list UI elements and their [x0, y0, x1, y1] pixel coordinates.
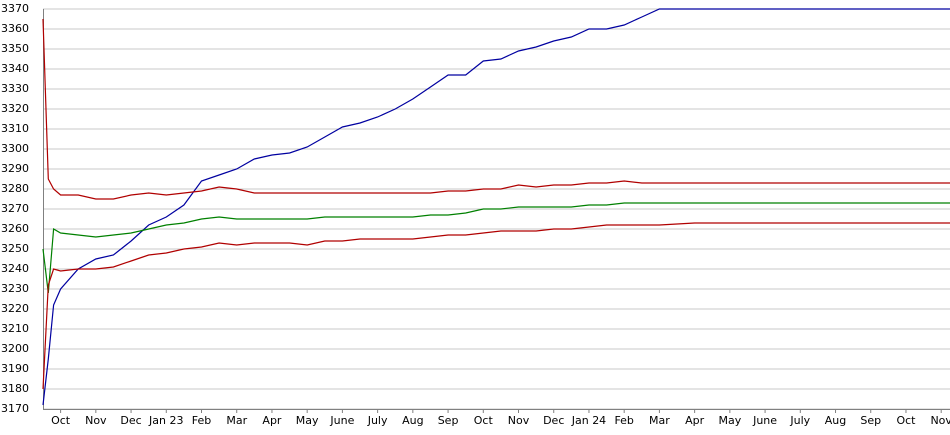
x-tick-label: May — [296, 414, 319, 427]
x-tick-label: Nov — [930, 414, 950, 427]
series-line — [42, 18, 950, 200]
x-tick-label: Oct — [51, 414, 71, 427]
y-tick-label: 3180 — [1, 382, 29, 395]
y-tick-label: 3370 — [1, 2, 29, 15]
x-tick-label: Jan 23 — [148, 414, 183, 427]
y-tick-label: 3350 — [1, 42, 29, 55]
x-tick-label: Oct — [474, 414, 494, 427]
x-tick-label: Dec — [543, 414, 564, 427]
x-tick-label: Apr — [685, 414, 705, 427]
x-tick-label: Sep — [860, 414, 881, 427]
y-tick-label: 3280 — [1, 182, 29, 195]
y-tick-label: 3190 — [1, 362, 29, 375]
x-tick-label: Feb — [614, 414, 633, 427]
x-tick-label: Nov — [508, 414, 530, 427]
x-tick-label: June — [752, 414, 777, 427]
y-tick-label: 3310 — [1, 122, 29, 135]
y-tick-label: 3260 — [1, 222, 29, 235]
y-tick-label: 3290 — [1, 162, 29, 175]
x-tick-label: Aug — [825, 414, 846, 427]
y-tick-label: 3210 — [1, 322, 29, 335]
y-tick-label: 3300 — [1, 142, 29, 155]
series-line — [42, 222, 950, 390]
series-line — [42, 202, 950, 294]
y-tick-label: 3270 — [1, 202, 29, 215]
x-tick-label: Mar — [226, 414, 247, 427]
x-tick-label: Feb — [192, 414, 211, 427]
y-tick-label: 3250 — [1, 242, 29, 255]
x-tick-label: Jan 24 — [571, 414, 606, 427]
y-tick-label: 3200 — [1, 342, 29, 355]
y-tick-label: 3340 — [1, 62, 29, 75]
y-tick-label: 3240 — [1, 262, 29, 275]
x-tick-label: Sep — [438, 414, 459, 427]
x-tick-label: Nov — [85, 414, 107, 427]
y-tick-label: 3360 — [1, 22, 29, 35]
y-tick-label: 3170 — [1, 402, 29, 415]
x-tick-label: Apr — [262, 414, 282, 427]
y-tick-label: 3330 — [1, 82, 29, 95]
y-tick-label: 3320 — [1, 102, 29, 115]
y-tick-label: 3230 — [1, 282, 29, 295]
x-tick-label: June — [329, 414, 354, 427]
x-tick-label: July — [789, 414, 810, 427]
x-tick-label: May — [718, 414, 741, 427]
x-tick-label: Oct — [896, 414, 916, 427]
x-tick-label: Mar — [649, 414, 670, 427]
y-tick-label: 3220 — [1, 302, 29, 315]
x-tick-label: Dec — [120, 414, 141, 427]
x-tick-label: July — [367, 414, 388, 427]
x-tick-label: Aug — [402, 414, 423, 427]
